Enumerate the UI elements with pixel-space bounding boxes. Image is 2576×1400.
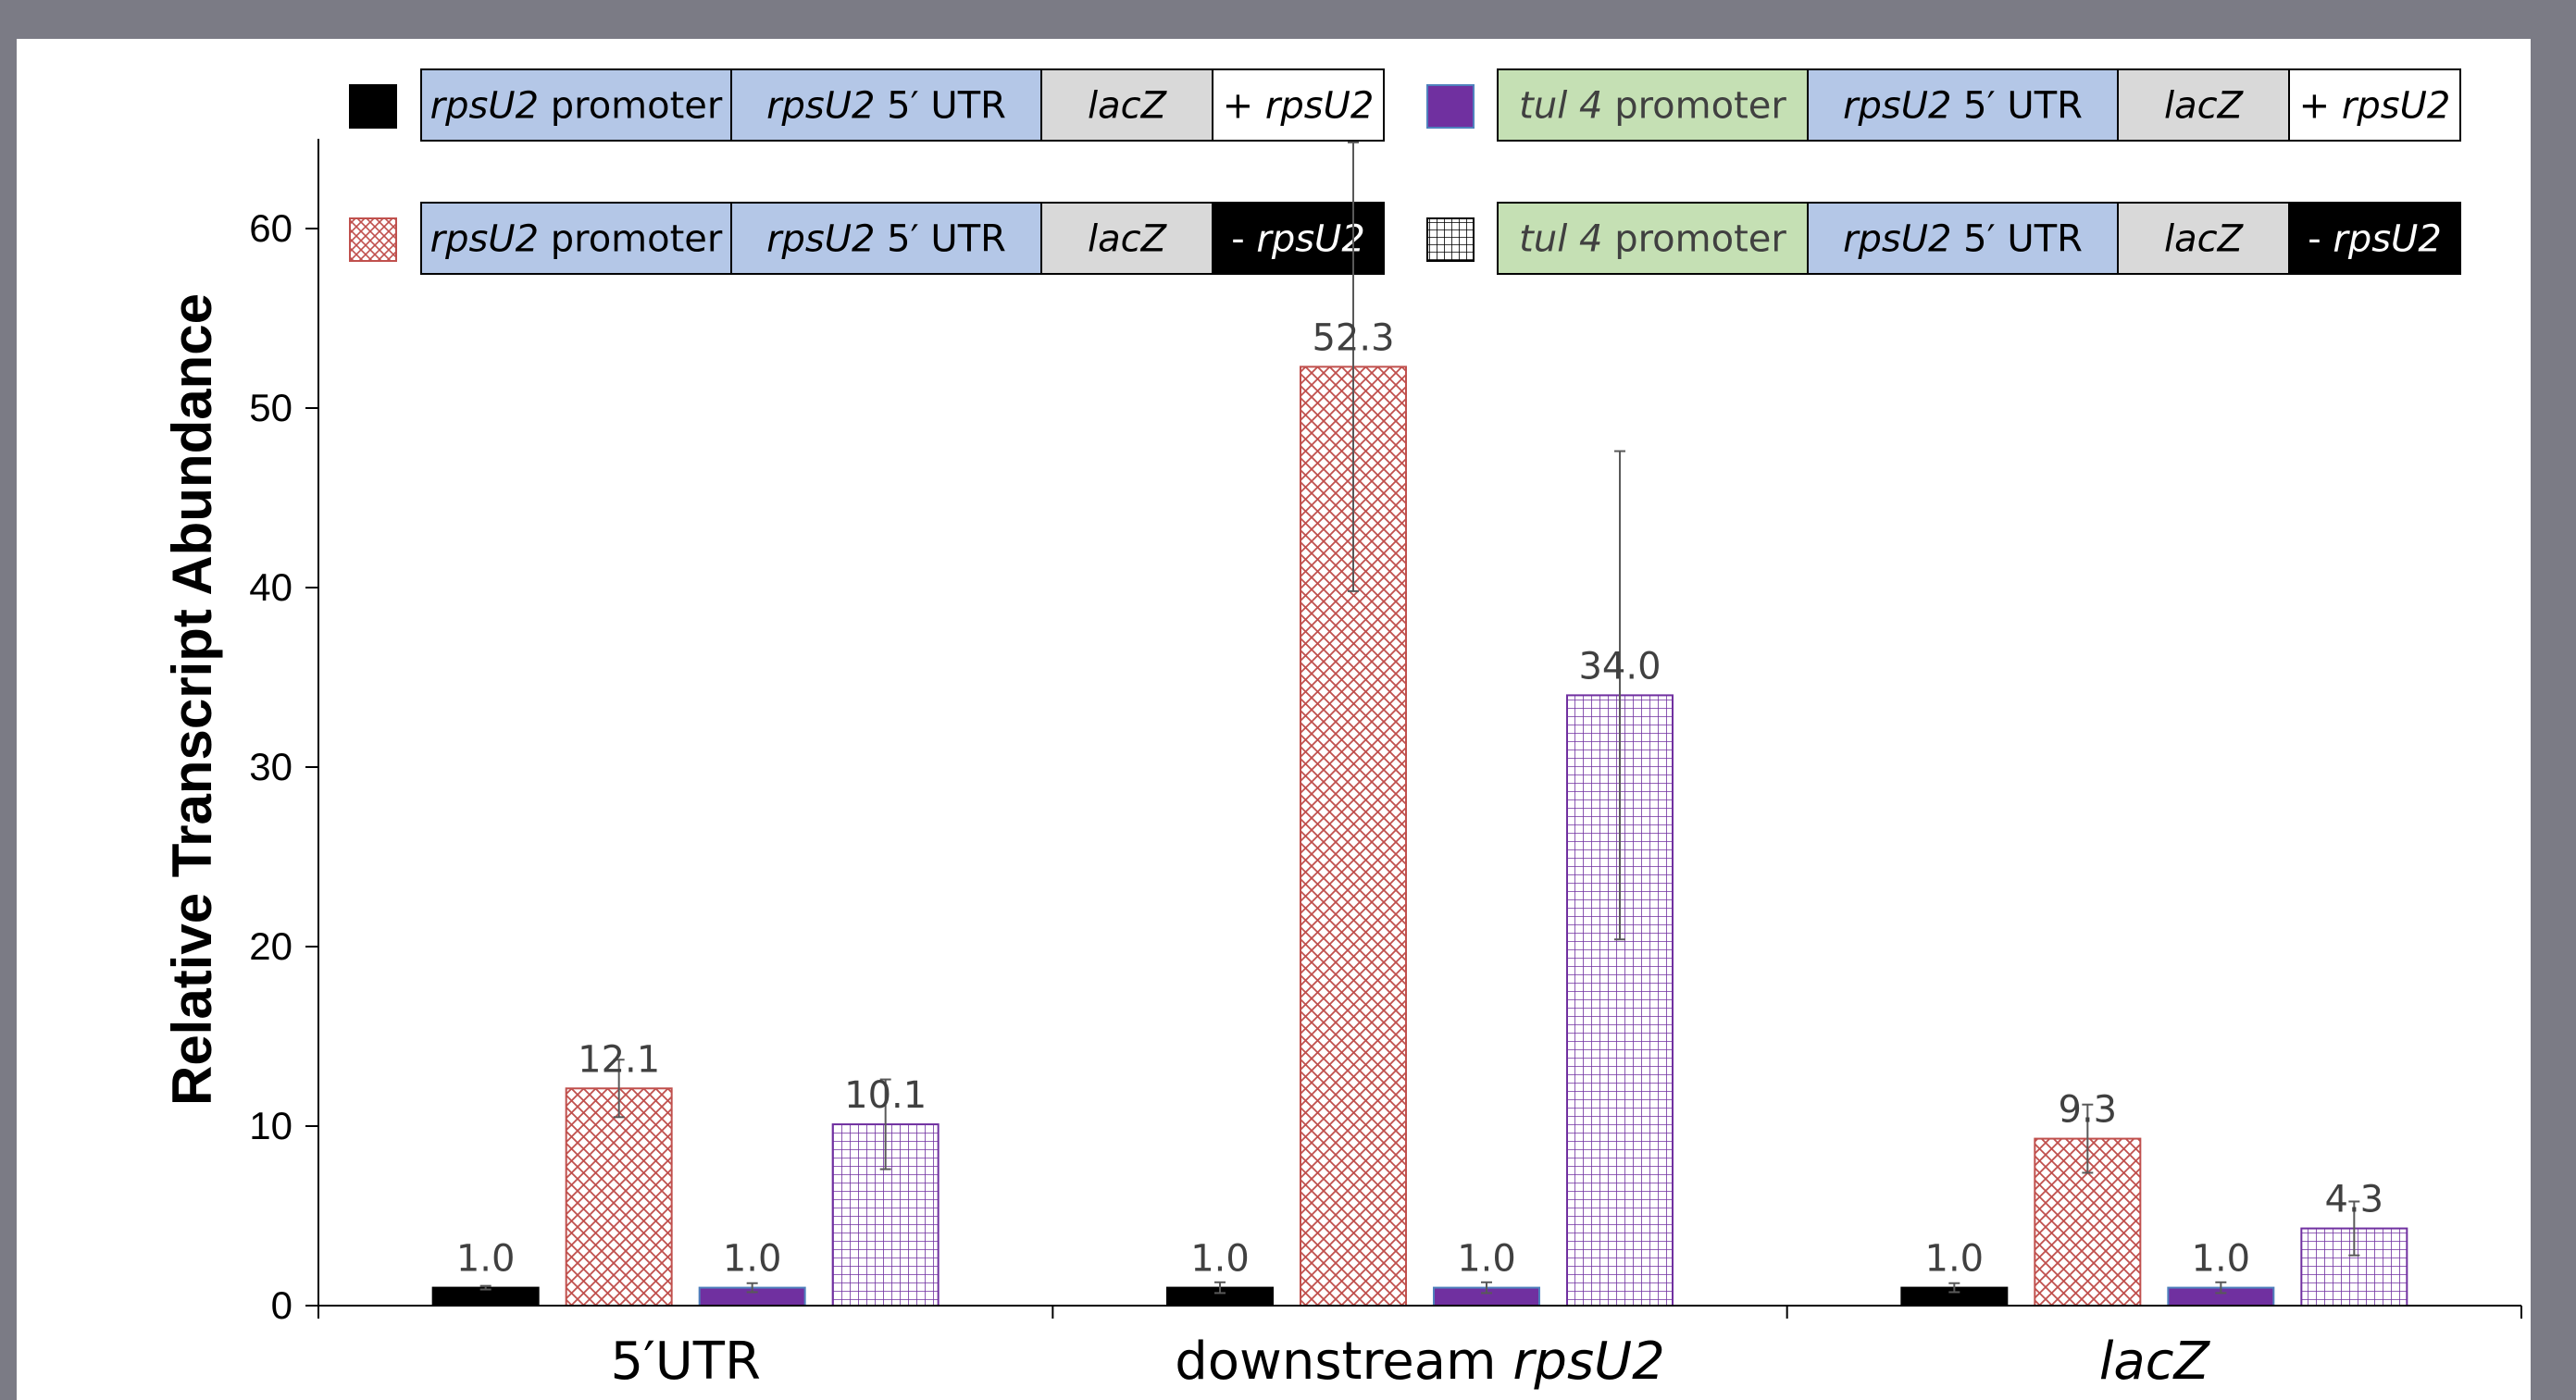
legend-segment-label: rpsU2 5′ UTR — [766, 85, 1006, 128]
error-bar-2-1 — [1214, 1281, 1226, 1295]
data-label-1-4: 10.1 — [844, 1074, 927, 1117]
y-tick-label: 40 — [249, 565, 292, 609]
error-bar-2-3 — [1481, 1281, 1492, 1295]
legend-segment-3-4 — [2288, 68, 2461, 142]
legend-swatch-3 — [1426, 84, 1475, 129]
bar-1-2 — [565, 1087, 673, 1307]
legend-segment-label: tul 4 promoter — [1519, 85, 1786, 128]
legend-swatch-4 — [1426, 217, 1475, 262]
legend-segment-4-1 — [1497, 202, 1809, 275]
data-label-3-4: 4.3 — [2325, 1179, 2384, 1221]
data-label-1-2: 12.1 — [578, 1038, 660, 1081]
legend-segment-label: rpsU2 5′ UTR — [766, 218, 1006, 261]
legend-segment-label: tul 4 promoter — [1519, 218, 1786, 261]
data-label-2-4: 34.0 — [1578, 645, 1661, 688]
legend-segment-3-2 — [1807, 68, 2119, 142]
legend-entry-1: rpsU2 promoter rpsU2 5′ UTR lacZ + rpsU2 — [349, 68, 1385, 142]
legend-segment-label: rpsU2 promoter — [430, 85, 723, 128]
legend-segment-1-2 — [730, 68, 1042, 142]
data-label-2-2: 52.3 — [1312, 316, 1394, 359]
error-bar-1-2 — [613, 1059, 625, 1119]
legend-segment-4-3 — [2117, 202, 2290, 275]
legend-segment-label: - rpsU2 — [1231, 218, 1365, 261]
legend-segment-label: lacZ — [2164, 85, 2245, 128]
error-bar-2-2 — [1348, 141, 1359, 592]
y-tick-label: 20 — [249, 924, 292, 968]
legend: rpsU2 promoter rpsU2 5′ UTR lacZ + rpsU2rps… — [349, 68, 2461, 275]
x-tick-label-1: 5′UTR — [610, 1332, 760, 1392]
axes: 5′UTR downstream rpsU2 lacZ 0 10 20 30 40 50 60 — [249, 139, 2522, 1392]
error-bar-2-4 — [1614, 450, 1625, 941]
legend-segment-label: rpsU2 5′ UTR — [1843, 218, 2083, 261]
legend-segment-3-1 — [1497, 68, 1809, 142]
data-label-3-3: 1.0 — [2192, 1238, 2251, 1281]
legend-segment-label: + rpsU2 — [2299, 85, 2451, 128]
legend-entry-2: rpsU2 promoter rpsU2 5′ UTR lacZ - rpsU2 — [349, 202, 1385, 275]
y-tick-label: 0 — [271, 1283, 292, 1327]
bars — [431, 141, 2408, 1307]
y-tick-label: 10 — [249, 1104, 292, 1147]
legend-segment-2-2 — [730, 202, 1042, 275]
legend-segment-3-3 — [2117, 68, 2290, 142]
data-label-1-1: 1.0 — [456, 1238, 516, 1281]
data-label-1-3: 1.0 — [723, 1238, 782, 1281]
data-label-3-2: 9.3 — [2059, 1089, 2118, 1132]
data-label-3-1: 1.0 — [1925, 1238, 1985, 1281]
error-bar-3-2 — [2082, 1103, 2094, 1174]
error-bar-1-3 — [746, 1282, 758, 1294]
legend-segment-label: - rpsU2 — [2308, 218, 2442, 261]
legend-segment-2-4 — [1212, 202, 1385, 275]
legend-entry-3: tul 4 promoter rpsU2 5′ UTR lacZ + rpsU2 — [1426, 68, 2461, 142]
legend-segment-1-4 — [1212, 68, 1385, 142]
data-label-2-1: 1.0 — [1190, 1238, 1250, 1281]
error-bar-1-4 — [879, 1078, 891, 1171]
data-label-2-3: 1.0 — [1457, 1238, 1516, 1281]
y-tick-label: 50 — [249, 386, 292, 429]
legend-segment-label: rpsU2 5′ UTR — [1843, 85, 2083, 128]
error-bar-3-4 — [2348, 1200, 2360, 1257]
legend-segment-2-1 — [420, 202, 732, 275]
legend-segment-1-1 — [420, 68, 732, 142]
error-bar-1-1 — [479, 1284, 492, 1291]
y-axis-label: Relative Transcript Abundance — [161, 293, 223, 1106]
y-tick-label: 60 — [249, 206, 292, 250]
legend-segment-label: lacZ — [1088, 218, 1168, 261]
legend-segment-4-4 — [2288, 202, 2461, 275]
legend-segment-1-3 — [1040, 68, 1213, 142]
legend-swatch-2 — [349, 217, 397, 262]
x-tick-label-2: downstream rpsU2 — [1175, 1332, 1665, 1392]
legend-segment-label: rpsU2 promoter — [430, 218, 723, 261]
error-bar-3-3 — [2215, 1281, 2227, 1295]
legend-segment-label: lacZ — [2164, 218, 2245, 261]
legend-swatch-1 — [349, 84, 397, 129]
legend-segment-label: lacZ — [1088, 85, 1168, 128]
data-labels: 1.0 12.1 1.0 10.1 1.0 52.3 1.0 34.0 1.0 9.3 1.0 4.3 — [456, 316, 2383, 1280]
y-tick-label: 30 — [249, 745, 292, 788]
error-bar-3-1 — [1948, 1282, 1960, 1294]
legend-segment-4-2 — [1807, 202, 2119, 275]
legend-entry-4: tul 4 promoter rpsU2 5′ UTR lacZ - rpsU2 — [1426, 202, 2461, 275]
legend-segment-label: + rpsU2 — [1223, 85, 1375, 128]
legend-segment-2-3 — [1040, 202, 1213, 275]
x-tick-label-3: lacZ — [2099, 1332, 2211, 1392]
